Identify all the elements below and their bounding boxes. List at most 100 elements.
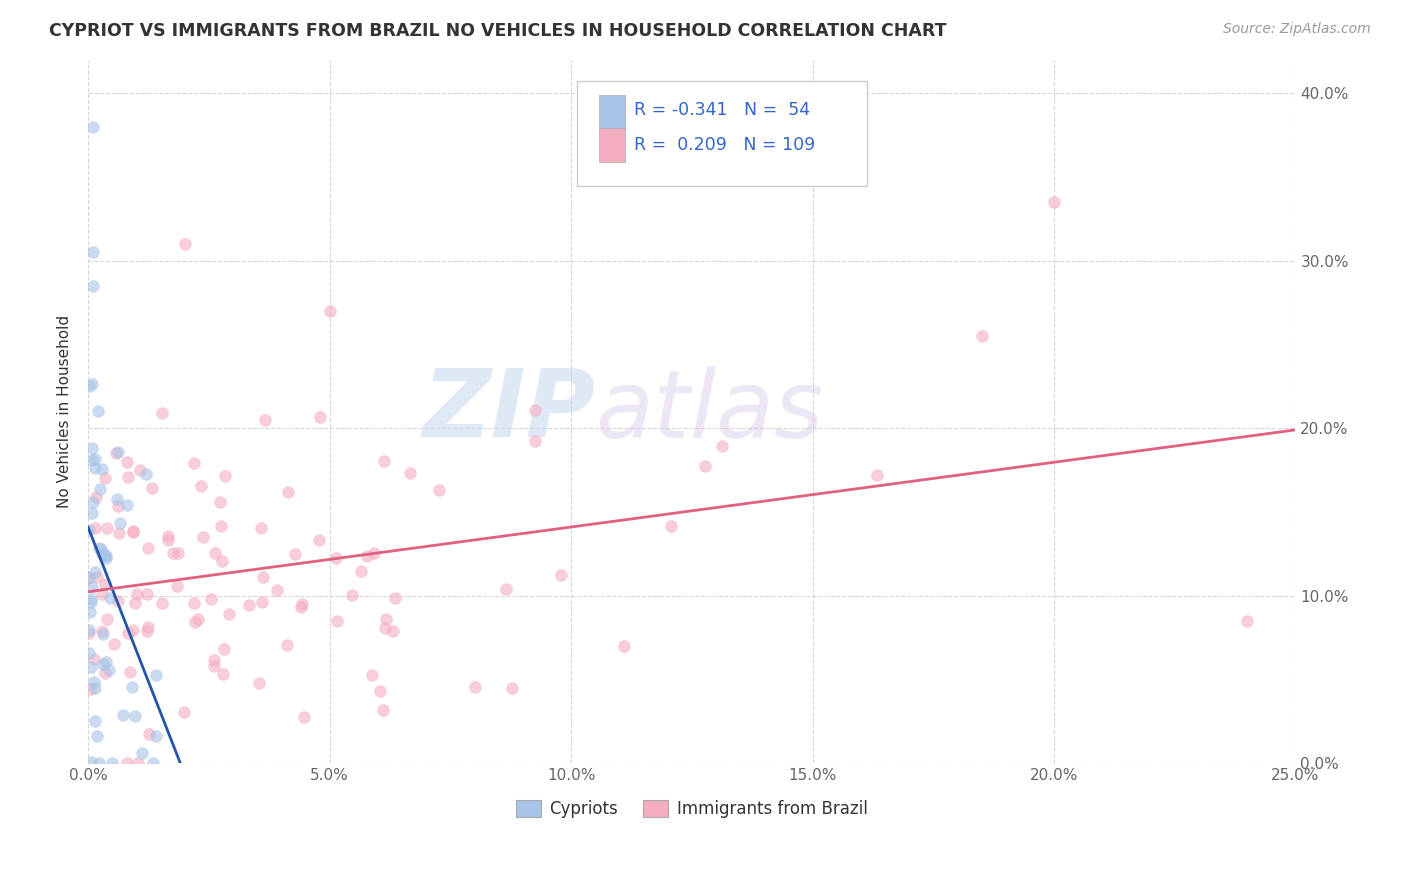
Point <box>209 518 232 533</box>
FancyBboxPatch shape <box>599 128 626 161</box>
Text: Source: ZipAtlas.com: Source: ZipAtlas.com <box>1223 22 1371 37</box>
Point <box>117 469 139 483</box>
Point <box>142 756 165 771</box>
Text: R = -0.341   N =  54: R = -0.341 N = 54 <box>634 102 810 120</box>
Point <box>187 612 209 626</box>
Point <box>141 481 163 495</box>
Point <box>290 600 312 615</box>
Point <box>325 614 347 628</box>
Point <box>135 467 157 481</box>
FancyBboxPatch shape <box>599 95 626 128</box>
Point <box>157 529 180 543</box>
Point <box>183 456 205 470</box>
Point <box>613 639 636 653</box>
Point <box>309 409 332 424</box>
Point <box>94 551 117 566</box>
Point <box>124 596 146 610</box>
Point <box>173 705 195 719</box>
Point <box>370 684 392 698</box>
Point <box>127 756 149 771</box>
Point <box>253 413 276 427</box>
Point <box>284 547 307 561</box>
Point <box>356 549 378 563</box>
Point <box>80 659 103 673</box>
Point <box>94 666 117 681</box>
Point <box>107 444 129 458</box>
Point <box>94 576 117 591</box>
Point <box>190 478 212 492</box>
Point <box>214 469 236 483</box>
Point <box>80 376 103 391</box>
Point <box>108 526 131 541</box>
Point <box>79 605 101 619</box>
Point <box>103 637 125 651</box>
Point <box>124 709 146 723</box>
Point <box>970 329 993 343</box>
Text: R =  0.209   N = 109: R = 0.209 N = 109 <box>634 136 815 154</box>
Point <box>84 461 107 475</box>
Point <box>82 494 104 508</box>
Point <box>464 680 486 694</box>
Point <box>661 519 683 533</box>
Legend: Cypriots, Immigrants from Brazil: Cypriots, Immigrants from Brazil <box>509 794 875 825</box>
Point <box>87 404 110 418</box>
Point <box>131 746 153 760</box>
Point <box>96 549 118 564</box>
Point <box>384 591 406 605</box>
Point <box>89 756 111 771</box>
Point <box>86 729 108 743</box>
Point <box>107 499 129 513</box>
Point <box>183 596 205 610</box>
Point <box>82 580 104 594</box>
Point <box>115 498 138 512</box>
Point <box>108 516 131 530</box>
Point <box>94 471 117 485</box>
Point <box>212 642 235 657</box>
Point <box>157 533 180 548</box>
Point <box>90 587 112 601</box>
Point <box>308 533 330 548</box>
Point <box>87 541 110 555</box>
Point <box>121 680 143 694</box>
Point <box>91 547 114 561</box>
Point <box>105 446 128 460</box>
Point <box>292 709 315 723</box>
Point <box>120 665 142 680</box>
Point <box>501 681 523 695</box>
Point <box>360 668 382 682</box>
Point <box>84 521 107 535</box>
Point <box>82 506 104 520</box>
Point <box>127 587 149 601</box>
Point <box>96 612 118 626</box>
Text: CYPRIOT VS IMMIGRANTS FROM BRAZIL NO VEHICLES IN HOUSEHOLD CORRELATION CHART: CYPRIOT VS IMMIGRANTS FROM BRAZIL NO VEH… <box>49 22 946 40</box>
Point <box>80 591 103 606</box>
Point <box>373 454 395 468</box>
Point <box>89 482 111 496</box>
Point <box>209 495 232 509</box>
Point <box>427 483 450 498</box>
Point <box>83 714 105 728</box>
Point <box>247 676 270 690</box>
Point <box>117 625 139 640</box>
Point <box>1043 194 1066 209</box>
Point <box>342 588 364 602</box>
Point <box>238 599 260 613</box>
Point <box>91 461 114 475</box>
Point <box>79 624 101 638</box>
Point <box>83 452 105 467</box>
Point <box>135 624 157 639</box>
Point <box>200 591 222 606</box>
Point <box>122 624 145 638</box>
Point <box>204 546 226 560</box>
Point <box>107 594 129 608</box>
Point <box>399 467 422 481</box>
Point <box>101 756 124 771</box>
Point <box>80 755 103 769</box>
Point <box>374 621 396 635</box>
Point <box>84 565 107 579</box>
Point <box>111 708 134 723</box>
Point <box>166 579 188 593</box>
Point <box>523 434 546 448</box>
Point <box>150 596 173 610</box>
Point <box>184 615 207 630</box>
